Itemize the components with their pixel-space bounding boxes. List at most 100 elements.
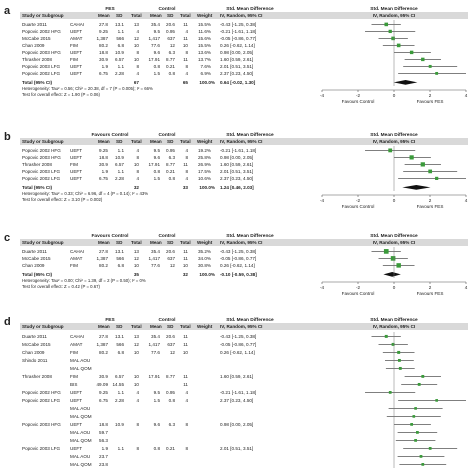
effect-marker [391, 36, 395, 41]
effect-marker [412, 415, 416, 418]
total-ci: -0.10 [-0.59, 0.38] [220, 272, 257, 277]
ctl-total: 10 [183, 263, 189, 268]
effect-title: Std. Mean Difference [226, 233, 274, 239]
outcome-measure: UEFT [70, 446, 82, 451]
overall-effect-text: Test for overall effect: Z = 0.42 (P = 0… [22, 284, 101, 289]
effect-marker [410, 423, 414, 426]
study-ci: -0.43 [-1.25, 0.38] [220, 22, 256, 27]
study-weight: 7.6% [201, 64, 211, 69]
study-name: Popovic 2003 LFG [22, 446, 60, 451]
favours-right-label: Favours FES [417, 291, 444, 296]
x-axis-tick-label: 2 [429, 93, 432, 98]
group-header-control: Control [158, 6, 175, 12]
effect-marker [384, 22, 389, 27]
study-weight: 30.8% [198, 263, 211, 268]
outcome-measure: UEFT [70, 422, 82, 427]
ctl-mean: 1.5 [154, 398, 161, 403]
ctl-sd: 8.77 [166, 162, 175, 167]
x-axis-tick-label: 2 [429, 198, 432, 203]
exp-total: 12 [134, 342, 140, 347]
exp-sd: 6.57 [115, 374, 124, 379]
exp-total: 4 [136, 29, 139, 34]
total-exp-n: 35 [134, 272, 140, 277]
outcome-measure: AMAT [70, 36, 83, 41]
effect-marker [435, 399, 438, 402]
group-header-experimental: Favours Control [91, 233, 128, 239]
exp-total: 13 [134, 22, 140, 27]
header-cell: Mean [150, 13, 162, 18]
ctl-sd: 0.21 [166, 169, 175, 174]
ctl-mean: 1.5 [154, 176, 161, 181]
outcome-measure: MAL QOM [70, 438, 92, 443]
exp-total: 8 [136, 169, 139, 174]
ctl-sd: 0.8 [169, 71, 176, 76]
study-name: Popovic 2002 LFG [22, 398, 60, 403]
study-weight: 13.7% [198, 57, 211, 62]
study-weight: 19.2% [198, 148, 211, 153]
ctl-mean: 77.6 [151, 350, 160, 355]
study-ci: 2.01 [0.51, 3.51] [220, 64, 253, 69]
effect-marker [397, 350, 401, 354]
outcome-measure: MAL AOU [70, 406, 90, 411]
study-ci: 0.98 [0.00, 2.05] [220, 50, 253, 55]
study-name: Shindo 2011 [22, 358, 48, 363]
header-cell: Study or Subgroup [22, 13, 64, 18]
effect-marker [388, 148, 393, 153]
ctl-sd: 637 [167, 256, 175, 261]
study-ci: 1.60 [0.59, 2.61] [220, 374, 253, 379]
exp-total: 8 [136, 50, 139, 55]
study-name: Thrasher 2008 [22, 162, 52, 167]
panel-letter: b [4, 131, 11, 143]
plot-title: Std. Mean Difference [370, 233, 418, 239]
outcome-measure: UEFT [70, 50, 82, 55]
ctl-mean: 0.8 [154, 64, 161, 69]
exp-sd: 10.9 [115, 422, 124, 427]
total-exp-n: 32 [134, 185, 140, 190]
outcome-measure: AMAT [70, 256, 83, 261]
outcome-measure: UEFT [70, 71, 82, 76]
x-axis-tick-label: -4 [320, 93, 325, 98]
pooled-diamond [393, 80, 418, 85]
ctl-total: 4 [185, 398, 188, 403]
exp-mean: 80.2 [99, 350, 108, 355]
exp-mean: 18.8 [99, 50, 108, 55]
total-ci: 1.24 [0.46, 2.03] [220, 185, 254, 190]
effect-marker [428, 447, 432, 450]
header-cell: Mean [150, 240, 162, 245]
exp-mean: 30.9 [99, 162, 108, 167]
ctl-total: 8 [185, 169, 188, 174]
exp-mean: 23.7 [99, 454, 108, 459]
total-ctl-n: 33 [183, 185, 189, 190]
heterogeneity-text: Heterogeneity: Tau² = 0.00; Chi² = 1.39,… [22, 278, 146, 283]
ctl-sd: 8.77 [166, 57, 175, 62]
study-name: Popovic 2003 HFG [22, 155, 61, 160]
effect-marker [428, 169, 433, 174]
exp-total: 8 [136, 155, 139, 160]
header-cell: SD [167, 139, 174, 144]
ctl-mean: 1,417 [149, 36, 161, 41]
exp-mean: 80.2 [99, 43, 108, 48]
exp-mean: 9.25 [99, 29, 108, 34]
effect-marker [396, 263, 401, 268]
x-axis-tick-label: -4 [320, 285, 325, 290]
effect-marker [421, 57, 425, 62]
plot-title: Std. Mean Difference [370, 132, 418, 138]
study-name: Popovic 2002 HFG [22, 29, 61, 34]
ctl-total: 11 [183, 334, 188, 339]
study-ci: 2.37 [0.23, 4.50] [220, 176, 253, 181]
effect-marker [428, 64, 432, 68]
exp-total: 13 [134, 334, 140, 339]
header-cell: SD [167, 240, 174, 245]
exp-sd: 2.28 [115, 398, 124, 403]
study-ci: -0.05 [-0.86, 0.77] [220, 342, 256, 347]
group-header-experimental: FES [105, 6, 115, 12]
exp-total: 4 [136, 390, 139, 395]
total-weight: 100.0% [199, 80, 215, 85]
ctl-total: 10 [183, 43, 189, 48]
panel-letter: c [4, 232, 10, 244]
study-ci: 0.26 [-0.62, 1.14] [220, 43, 255, 48]
group-header-control: Control [158, 132, 175, 138]
effect-marker [391, 342, 395, 346]
header-cell: SD [116, 139, 123, 144]
group-header-control: Control [158, 233, 175, 239]
